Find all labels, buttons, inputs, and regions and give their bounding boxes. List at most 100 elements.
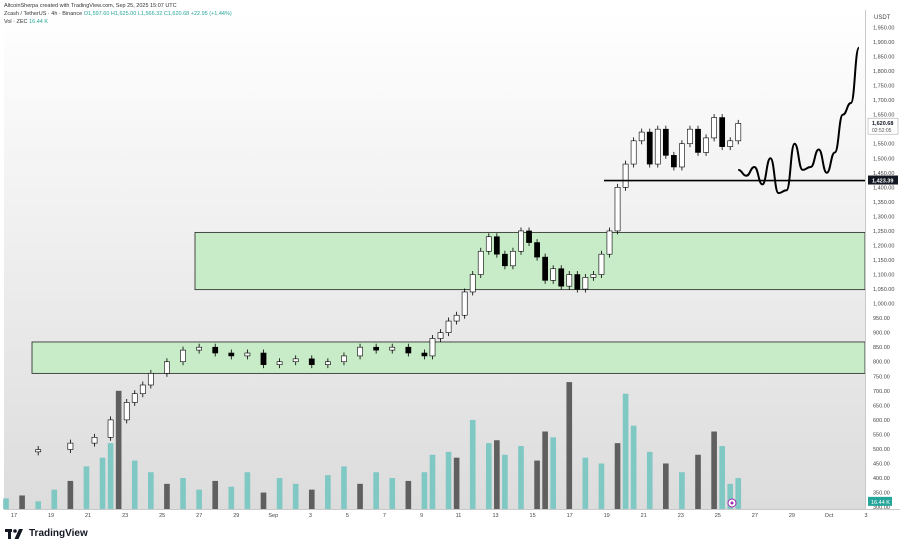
y-tick-label: 800.00 — [873, 360, 890, 366]
volume-bar — [542, 431, 548, 510]
y-tick-label: 1,300.00 — [873, 214, 894, 220]
candle-body — [502, 253, 508, 267]
x-tick-label: Oct — [825, 513, 834, 519]
volume-bar — [373, 472, 379, 510]
volume-legend-label: Vol · ZEC — [4, 19, 28, 25]
y-tick-label: 550.00 — [873, 432, 890, 438]
x-tick-label: 19 — [604, 513, 610, 519]
volume-bar — [453, 457, 460, 510]
candle-body — [35, 449, 42, 453]
time-axis: 17 19 21 23 25 27 29 Sep 3 5 7 9 11 13 15 17 19 21 23 25 27 2… — [11, 498, 868, 519]
x-tick-label: 21 — [641, 513, 647, 519]
y-tick-label: 750.00 — [873, 374, 890, 380]
candle-body — [131, 393, 138, 403]
x-tick-label: 11 — [456, 513, 462, 519]
volume-bar — [276, 478, 283, 510]
y-tick-label: 350.00 — [873, 491, 890, 497]
volume-bar — [99, 457, 106, 510]
candle-body — [679, 143, 685, 168]
tradingview-footer[interactable]: TradingView — [5, 528, 88, 539]
y-tick-label: 1,100.00 — [873, 273, 894, 279]
x-tick-label: 23 — [122, 513, 128, 519]
x-tick-label: 3 — [864, 513, 867, 519]
y-tick-label: 400.00 — [873, 476, 890, 482]
x-tick-label: 7 — [383, 513, 386, 519]
candle-body — [630, 140, 637, 165]
volume-bar — [260, 492, 267, 510]
candle-body — [671, 155, 677, 168]
y-tick-label: 950.00 — [873, 316, 890, 322]
candle-body — [695, 128, 701, 153]
candle-body — [292, 358, 299, 363]
candle-body — [244, 352, 251, 357]
y-tick-label: 1,450.00 — [873, 171, 894, 177]
candle-body — [373, 346, 380, 351]
candle-body — [719, 117, 726, 147]
candle-body — [341, 355, 347, 363]
y-tick-label: 600.00 — [873, 418, 890, 424]
candle-body — [405, 346, 412, 354]
candle-body — [646, 131, 653, 165]
volume-bar — [196, 489, 202, 510]
candle-body — [542, 256, 549, 281]
candle-body — [654, 128, 661, 165]
candle-body — [574, 274, 581, 290]
volume-bar — [663, 463, 669, 510]
volume-bar — [582, 457, 589, 510]
candle-body — [485, 236, 492, 252]
tradingview-logo-icon — [5, 528, 23, 539]
ohlc-values: O1,597.60 H1,625.00 L1,566.32 C1,620.68 … — [83, 11, 232, 17]
volume-bar — [148, 472, 154, 510]
volume-bar — [228, 486, 235, 510]
volume-bar — [115, 390, 122, 510]
volume-bar — [630, 425, 637, 510]
volume-bar — [429, 454, 436, 510]
volume-label-value: 16.44 K — [871, 500, 890, 506]
candle-body — [91, 437, 98, 444]
candle-body — [429, 338, 436, 357]
candle-body — [445, 320, 452, 333]
x-tick-label: 29 — [233, 513, 239, 519]
volume-bar — [566, 382, 573, 510]
candle-body — [276, 361, 283, 365]
y-tick-label: 1,400.00 — [873, 185, 894, 191]
candle-body — [308, 358, 315, 365]
x-tick-label: Sep — [268, 513, 278, 519]
volume-bar — [485, 443, 492, 510]
volume-bars — [3, 382, 742, 510]
y-tick-label: 1,900.00 — [873, 40, 894, 46]
volume-bar — [727, 483, 734, 510]
y-tick-label: 850.00 — [873, 345, 890, 351]
alert-marker-icon[interactable] — [727, 498, 737, 508]
symbol-name: Zcash / TetherUS · 4h · Binance — [4, 11, 83, 17]
candle-body — [212, 346, 219, 354]
projected-path[interactable] — [738, 46, 860, 195]
price-axis: 300.00 350.00 400.00 450.00 500.00 550.00 600.… — [867, 25, 899, 511]
candle-body — [123, 402, 130, 421]
chart-legend: AltcoinSherpa created with TradingView.c… — [4, 3, 232, 26]
volume-bar — [711, 431, 717, 510]
volume-bar — [19, 495, 25, 510]
volume-bar — [646, 451, 653, 510]
candle-body — [510, 250, 516, 267]
x-tick-label: 9 — [420, 513, 423, 519]
candle-body — [566, 274, 573, 287]
price-label-value: 1,620.68 — [872, 121, 893, 127]
y-tick-label: 1,650.00 — [873, 113, 894, 119]
currency-unit: USDT — [874, 15, 891, 21]
candles — [35, 114, 742, 456]
candle-body — [606, 230, 613, 255]
volume-bar — [51, 489, 58, 510]
volume-bar — [244, 472, 251, 510]
volume-bar — [534, 460, 540, 510]
candle-body — [477, 250, 484, 275]
demand-zone[interactable] — [31, 341, 866, 374]
volume-legend-value: 16.44 K — [29, 19, 49, 25]
volume-bar — [83, 466, 90, 510]
volume-bar — [735, 478, 742, 510]
candle-body — [260, 352, 267, 365]
y-tick-label: 900.00 — [873, 331, 890, 337]
volume-bar — [107, 443, 114, 510]
symbol-line: Zcash / TetherUS · 4h · Binance O1,597.6… — [4, 11, 232, 18]
